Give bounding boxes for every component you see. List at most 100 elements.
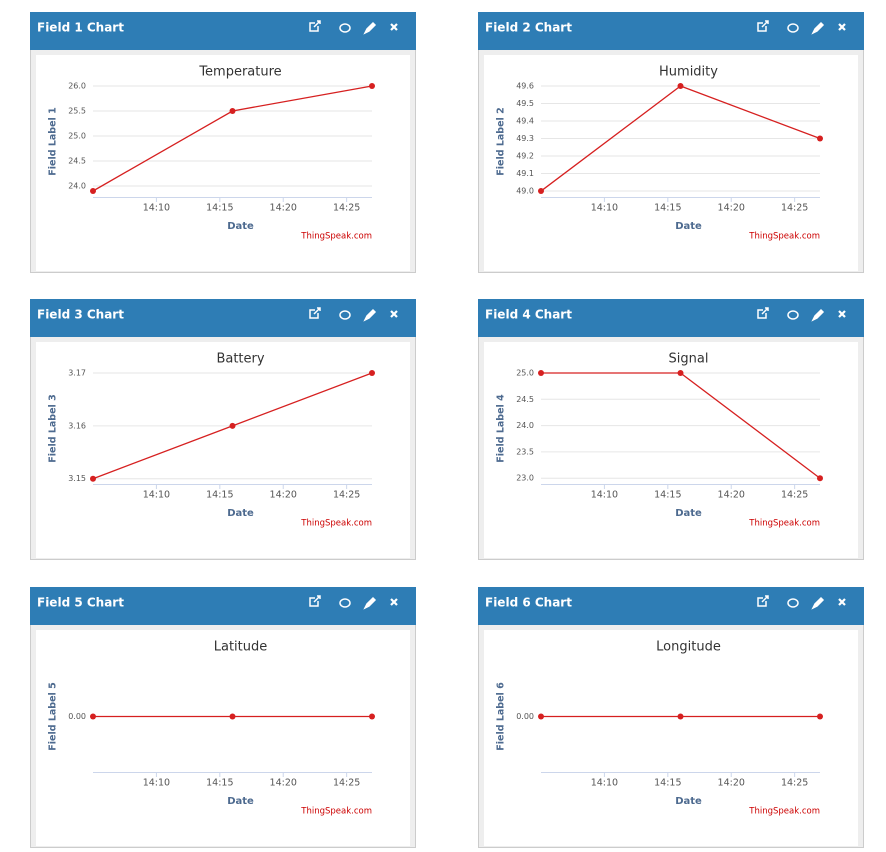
data-point — [817, 475, 823, 482]
y-tick-label: 49.6 — [516, 82, 534, 91]
panel-header — [30, 299, 416, 337]
credit: ThingSpeak.com — [748, 807, 820, 817]
data-point — [369, 370, 375, 376]
x-tick-label: 14:25 — [781, 490, 808, 501]
header-icons — [757, 20, 846, 35]
x-tick-label: 14:20 — [718, 778, 745, 789]
open-icon[interactable] — [309, 20, 321, 32]
data-point — [538, 188, 544, 195]
comment-icon[interactable] — [339, 310, 351, 320]
x-tick-label: 14:20 — [270, 203, 297, 214]
header-icons — [309, 307, 398, 322]
x-tick-label: 14:15 — [206, 778, 233, 789]
chart-title: Temperature — [198, 65, 281, 80]
edit-icon[interactable] — [811, 308, 825, 322]
chart-title: Longitude — [656, 640, 721, 655]
comment-icon[interactable] — [339, 23, 351, 33]
data-point — [677, 83, 684, 89]
edit-icon[interactable] — [811, 596, 825, 610]
y-tick-label: 3.17 — [68, 369, 86, 378]
data-point — [90, 713, 96, 720]
data-point — [229, 422, 236, 429]
data-point — [677, 370, 684, 376]
chart-panel: Field 1 Chart Temperature 24.0 24.5 25.0 25.5… — [30, 12, 416, 273]
chart-panel: Field 6 Chart Longitude 0.00 14:10 14:15 14:2… — [478, 587, 864, 848]
panel-svg: Field 6 Chart Longitude 0.00 14:10 14:15 14:2… — [478, 587, 864, 848]
x-tick-label: 14:25 — [333, 778, 360, 789]
chart-area — [484, 342, 858, 558]
panel-title: Field 5 Chart — [37, 596, 124, 610]
edit-icon[interactable] — [811, 21, 825, 35]
y-axis-label: Field Label 2 — [496, 107, 507, 175]
y-tick-label: 23.0 — [516, 474, 534, 483]
y-tick-label: 26.0 — [68, 82, 86, 91]
x-tick-label: 14:25 — [781, 778, 808, 789]
y-tick-label: 49.5 — [516, 99, 534, 108]
chart-panel: Field 5 Chart Latitude 0.00 14:10 14:15 14:20… — [30, 587, 416, 848]
x-axis-label: Date — [227, 508, 254, 519]
y-axis-label: Field Label 4 — [496, 394, 507, 463]
open-icon[interactable] — [309, 307, 321, 319]
chart-area — [484, 630, 858, 846]
close-icon[interactable] — [390, 598, 398, 606]
chart-panel: Field 2 Chart Humidity 49.0 49.1 49.2 49.3 49.… — [478, 12, 864, 273]
x-tick-label: 14:15 — [654, 490, 681, 501]
panel-svg: Field 2 Chart Humidity 49.0 49.1 49.2 49.3 49.… — [478, 12, 864, 273]
header-icons — [757, 595, 846, 610]
open-icon[interactable] — [309, 595, 321, 607]
x-axis-label: Date — [227, 221, 254, 232]
y-axis-label: Field Label 5 — [48, 682, 59, 750]
comment-icon[interactable] — [339, 598, 351, 608]
panel-title: Field 2 Chart — [485, 21, 572, 35]
data-point — [369, 83, 375, 89]
x-tick-label: 14:25 — [333, 490, 360, 501]
close-icon[interactable] — [838, 23, 846, 31]
panel-header — [478, 12, 864, 50]
y-tick-label: 24.0 — [516, 421, 534, 430]
x-tick-label: 14:10 — [591, 778, 618, 789]
comment-icon[interactable] — [787, 598, 799, 608]
chart-area — [36, 342, 410, 558]
header-icons — [309, 20, 398, 35]
edit-icon[interactable] — [363, 308, 377, 322]
chart-title: Signal — [669, 352, 709, 367]
edit-icon[interactable] — [363, 21, 377, 35]
y-tick-label: 24.5 — [516, 395, 534, 404]
open-icon[interactable] — [757, 307, 769, 319]
panel-header — [30, 12, 416, 50]
credit: ThingSpeak.com — [748, 232, 820, 242]
credit: ThingSpeak.com — [748, 519, 820, 529]
y-tick-label: 3.15 — [68, 474, 86, 483]
panel-header — [478, 587, 864, 625]
chart-title: Latitude — [214, 640, 268, 655]
comment-icon[interactable] — [787, 310, 799, 320]
data-point — [677, 713, 684, 720]
data-point — [229, 108, 236, 114]
edit-icon[interactable] — [363, 596, 377, 610]
data-point — [538, 713, 544, 720]
x-axis-label: Date — [675, 221, 702, 232]
credit: ThingSpeak.com — [300, 232, 372, 242]
close-icon[interactable] — [390, 310, 398, 318]
comment-icon[interactable] — [787, 23, 799, 33]
close-icon[interactable] — [838, 598, 846, 606]
open-icon[interactable] — [757, 595, 769, 607]
data-point — [90, 475, 96, 482]
panel-svg: Field 3 Chart Battery 3.15 3.16 3.17 14:10 14:… — [30, 299, 416, 560]
y-tick-label: 0.00 — [68, 712, 86, 721]
data-point — [817, 713, 823, 720]
panel-title: Field 6 Chart — [485, 596, 572, 610]
close-icon[interactable] — [838, 310, 846, 318]
open-icon[interactable] — [757, 20, 769, 32]
credit: ThingSpeak.com — [300, 519, 372, 529]
x-tick-label: 14:15 — [654, 203, 681, 214]
x-tick-label: 14:15 — [654, 778, 681, 789]
panel-title: Field 1 Chart — [37, 21, 124, 35]
chart-area — [36, 630, 410, 846]
x-tick-label: 14:20 — [718, 203, 745, 214]
x-tick-label: 14:10 — [143, 490, 170, 501]
x-tick-label: 14:25 — [781, 203, 808, 214]
x-tick-label: 14:25 — [333, 203, 360, 214]
close-icon[interactable] — [390, 23, 398, 31]
